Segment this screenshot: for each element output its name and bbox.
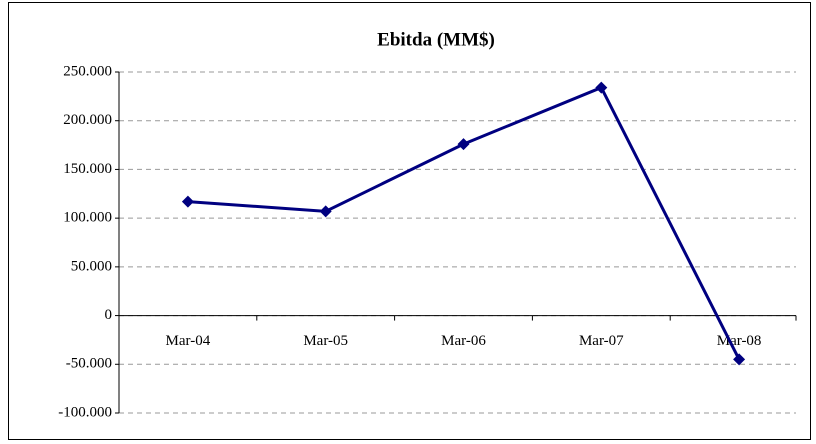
- x-tick-label: Mar-05: [303, 333, 348, 349]
- marker: [595, 81, 608, 94]
- x-tick-label: Mar-06: [441, 333, 486, 349]
- x-tick-label: Mar-04: [166, 333, 211, 349]
- marker: [181, 195, 194, 208]
- x-tick-label: Mar-07: [579, 333, 624, 349]
- y-tick-label: 100.000: [63, 210, 112, 226]
- y-tick-label: 0: [105, 307, 113, 323]
- y-tick-label: 200.000: [63, 112, 112, 128]
- y-tick-label: -50.000: [66, 356, 112, 372]
- marker: [733, 353, 746, 366]
- chart-title: Ebitda (MM$): [377, 29, 495, 50]
- marker: [319, 205, 332, 218]
- y-tick-label: 250.000: [63, 63, 112, 79]
- marker: [457, 138, 470, 151]
- y-tick-label: 50.000: [71, 258, 112, 274]
- chart-border: [8, 2, 811, 440]
- y-tick-label: 150.000: [63, 161, 112, 177]
- x-tick-label: Mar-08: [717, 333, 762, 349]
- y-tick-label: -100.000: [58, 404, 112, 420]
